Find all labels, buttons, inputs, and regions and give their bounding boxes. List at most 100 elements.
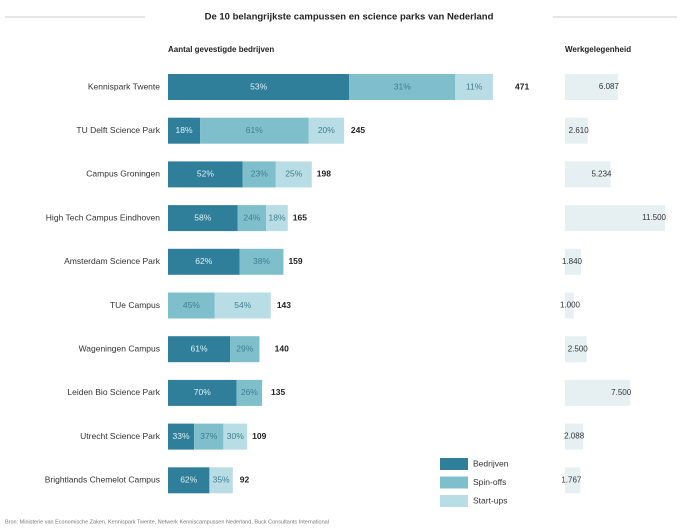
bar-segment	[239, 248, 284, 275]
bar-segment	[168, 292, 215, 319]
employment-label: 1.000	[560, 301, 581, 310]
segment-label: 58%	[194, 212, 211, 222]
total-label: 198	[317, 169, 331, 179]
bar-segment	[223, 423, 248, 450]
employment-label: 5.234	[591, 170, 612, 179]
total-label: 245	[351, 125, 365, 135]
category-label: Campus Groningen	[86, 169, 160, 179]
total-label: 135	[271, 387, 285, 397]
employment-heading: Werkgelegenheid	[565, 45, 631, 54]
employment-bar	[565, 248, 581, 275]
segment-label: 35%	[213, 475, 230, 485]
bar-segment	[209, 467, 233, 494]
source: Bron: Ministerie van Economische Zaken, …	[5, 519, 329, 525]
bar-segment	[214, 292, 271, 319]
category-label: Amsterdam Science Park	[64, 256, 161, 266]
bar-segment	[168, 379, 237, 406]
legend-label: Bedrijven	[473, 458, 509, 468]
segment-label: 11%	[466, 81, 483, 91]
total-label: 92	[240, 475, 250, 485]
bar-segment	[168, 161, 243, 188]
segment-label: 53%	[250, 81, 267, 91]
employment-label: 1.840	[562, 257, 583, 266]
segment-label: 29%	[236, 343, 253, 353]
category-label: Leiden Bio Science Park	[67, 387, 160, 397]
total-label: 143	[277, 300, 291, 310]
total-label: 109	[252, 431, 266, 441]
segment-label: 62%	[180, 475, 197, 485]
segment-label: 26%	[241, 387, 258, 397]
bar-segment	[237, 205, 267, 232]
segment-label: 52%	[197, 169, 214, 179]
employment-bar	[565, 379, 631, 406]
category-label: High Tech Campus Eindhoven	[46, 212, 160, 222]
category-label: Brightlands Chemelot Campus	[45, 475, 160, 485]
category-label: Kennispark Twente	[88, 81, 160, 91]
segment-label: 62%	[195, 256, 212, 266]
total-label: 471	[515, 81, 529, 91]
employment-bar	[565, 292, 574, 319]
segment-label: 61%	[246, 125, 263, 135]
bar-segment	[168, 205, 238, 232]
segment-label: 18%	[269, 212, 286, 222]
employment-label: 2.500	[568, 344, 589, 353]
bar-segment	[242, 161, 276, 188]
segment-label: 24%	[243, 212, 260, 222]
segment-label: 25%	[285, 169, 302, 179]
employment-label: 2.088	[564, 432, 585, 441]
employment-label: 2.610	[569, 126, 590, 135]
bar-segment	[266, 205, 288, 232]
segment-label: 30%	[227, 431, 244, 441]
bar-segment	[168, 467, 210, 494]
segment-label: 61%	[190, 343, 207, 353]
employment-bar	[565, 467, 581, 494]
bar-segment	[168, 248, 240, 275]
bar-segment	[168, 336, 231, 363]
bar-segment	[194, 423, 224, 450]
chart-title: De 10 belangrijkste campussen en science…	[205, 12, 494, 23]
legend-swatch	[440, 495, 468, 507]
segment-label: 31%	[394, 81, 411, 91]
bar-segment	[230, 336, 260, 363]
legend-swatch	[440, 458, 468, 470]
total-label: 140	[275, 343, 289, 353]
total-label: 165	[293, 212, 307, 222]
bar-segment	[236, 379, 263, 406]
category-label: Wageningen Campus	[79, 343, 160, 353]
category-label: TUe Campus	[110, 300, 160, 310]
subtitle: Aantal gevestigde bedrijven	[168, 45, 274, 54]
bar-segment	[349, 74, 456, 100]
employment-label: 11.500	[642, 213, 666, 222]
segment-label: 37%	[200, 431, 217, 441]
employment-bar	[565, 161, 611, 188]
employment-bar	[565, 117, 588, 144]
bar-segment	[455, 74, 493, 100]
segment-label: 18%	[176, 125, 193, 135]
bar-segment	[168, 74, 350, 100]
bar-segment	[308, 117, 345, 144]
segment-label: 38%	[253, 256, 270, 266]
employment-bar	[565, 205, 665, 232]
bar-segment	[168, 117, 201, 144]
legend-label: Spin-offs	[473, 477, 506, 487]
segment-label: 45%	[183, 300, 200, 310]
category-label: TU Delft Science Park	[76, 125, 160, 135]
category-label: Utrecht Science Park	[80, 431, 161, 441]
bar-segment	[275, 161, 312, 188]
employment-bar	[565, 74, 618, 100]
segment-label: 70%	[194, 387, 211, 397]
segment-label: 20%	[318, 125, 335, 135]
legend-swatch	[440, 476, 468, 489]
employment-label: 7.500	[611, 388, 632, 397]
bar-segment	[200, 117, 309, 144]
employment-bar	[565, 336, 587, 363]
segment-label: 23%	[251, 169, 268, 179]
bar-segment	[168, 423, 195, 450]
employment-label: 1.767	[561, 475, 582, 484]
segment-label: 54%	[234, 300, 251, 310]
legend-label: Start-ups	[473, 495, 508, 505]
total-label: 159	[288, 256, 302, 266]
segment-label: 33%	[173, 431, 190, 441]
employment-label: 6.087	[599, 82, 620, 91]
